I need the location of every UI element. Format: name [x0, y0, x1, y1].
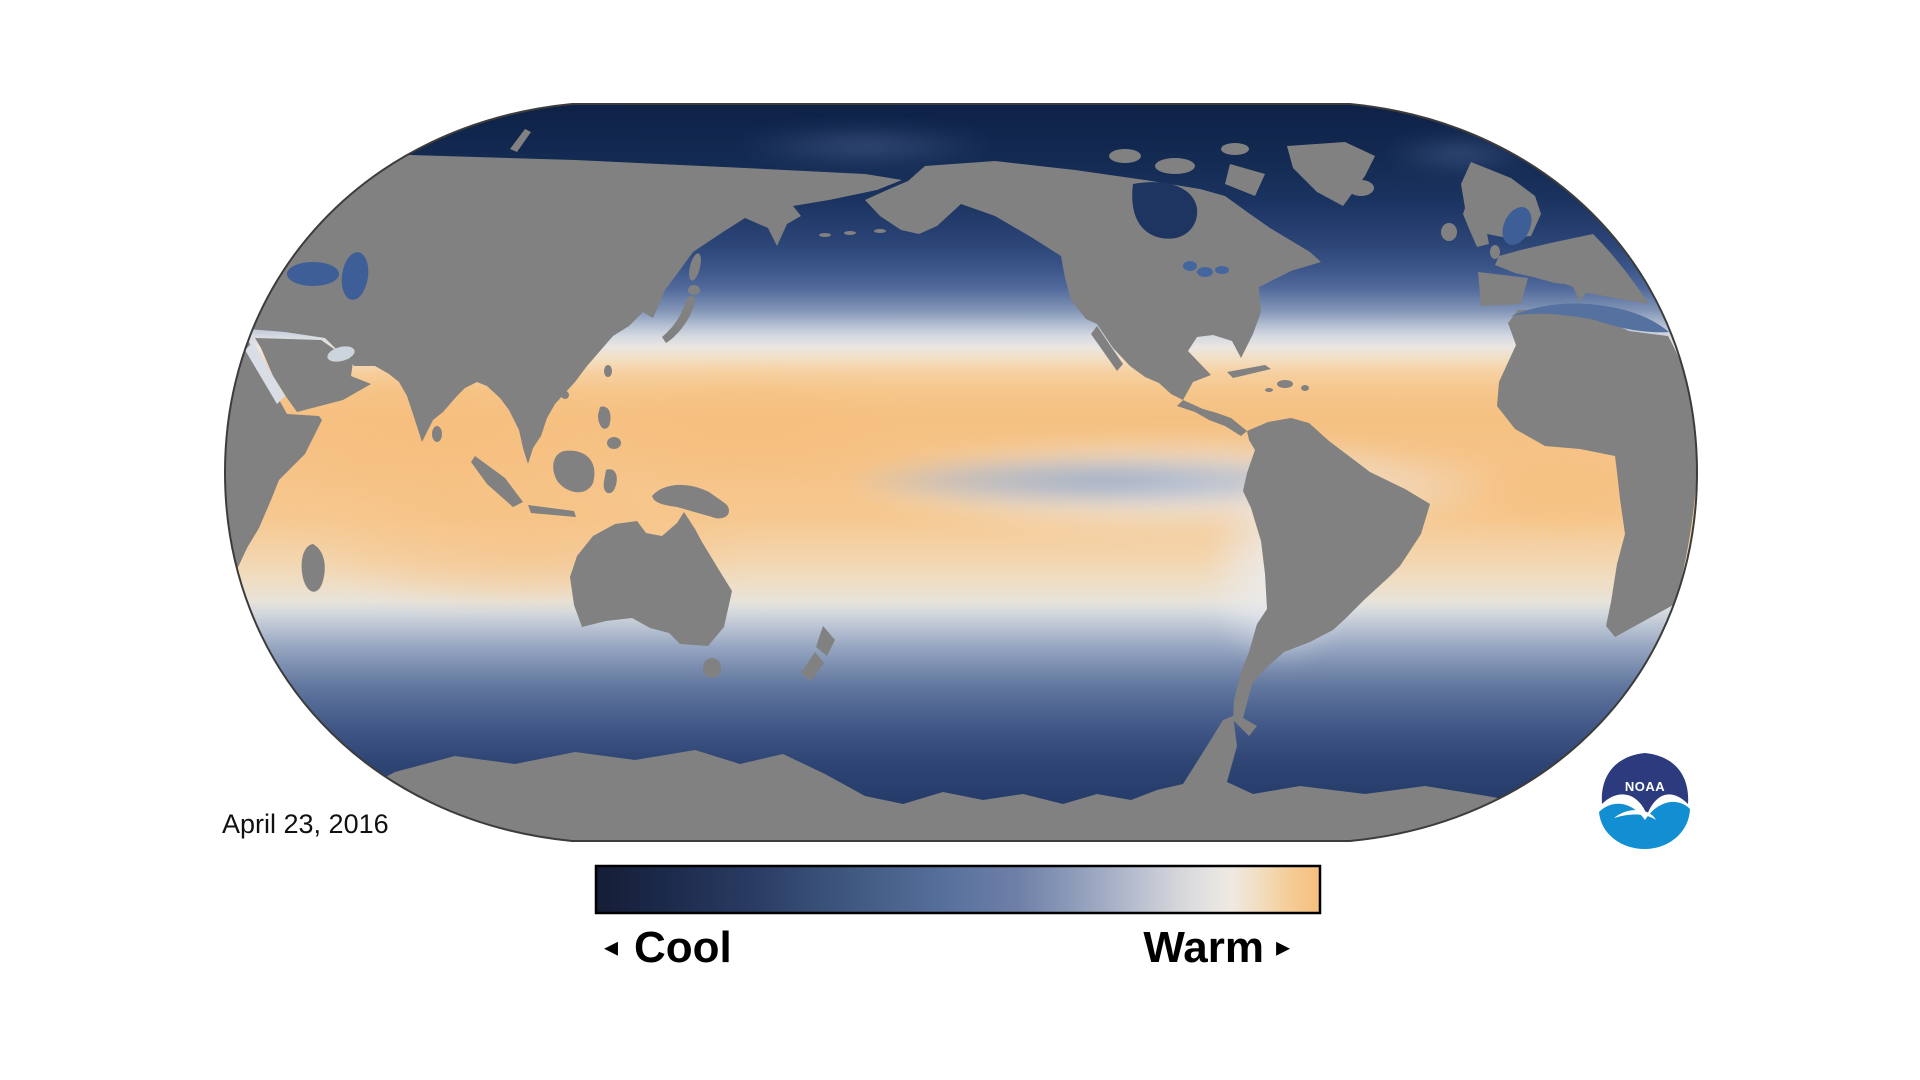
caspian-sea	[341, 252, 369, 300]
landmass-asia	[225, 154, 902, 464]
landmass-europe-mainland	[1495, 234, 1649, 304]
landmass-antarctica	[225, 716, 1697, 841]
great-lake	[1197, 267, 1213, 277]
great-lake	[1183, 261, 1197, 271]
noaa-logo-text: NOAA	[1625, 779, 1665, 794]
landmass-iceland	[1348, 180, 1374, 196]
landmass-japan	[662, 295, 696, 343]
red-sea	[245, 342, 285, 404]
map-outline	[223, 103, 1699, 842]
arctic-island	[1109, 149, 1141, 163]
landmass-jamaica	[1265, 388, 1273, 392]
landmass-ireland	[1441, 223, 1457, 241]
landmass-sri-lanka	[432, 426, 442, 442]
date-label: April 23, 2016	[222, 809, 389, 839]
inland-waters	[245, 182, 1669, 404]
landmass-novaya-zemlya	[510, 129, 531, 152]
landmass-hispaniola	[1277, 380, 1293, 388]
arctic-island	[1155, 158, 1195, 174]
landmass-nz-north	[816, 626, 835, 656]
landmass-hainan	[561, 391, 569, 399]
black-sea	[287, 262, 339, 286]
landmass-sulawesi	[603, 469, 617, 494]
world-map	[223, 103, 1699, 842]
landmass-nz-south	[801, 652, 824, 681]
noaa-logo: NOAA	[1598, 753, 1692, 849]
arctic-island	[1221, 143, 1249, 155]
legend-warm-label: Warm	[1143, 923, 1264, 972]
cool-arrow-icon: ◂	[604, 931, 618, 962]
legend-gradient-bar	[594, 864, 1322, 915]
landmass-madagascar	[301, 544, 325, 592]
landmass-central-america	[1177, 400, 1247, 436]
landmass-mindanao	[607, 437, 621, 449]
landmass-baffin	[1225, 164, 1265, 196]
landmass-sakhalin	[689, 253, 701, 281]
aleutian-island	[844, 231, 856, 235]
landmass-cuba	[1227, 365, 1271, 378]
landmass-sumatra	[471, 456, 523, 507]
noaa-logo-seagull-icon	[1614, 809, 1656, 820]
landmass-svalbard	[1455, 113, 1475, 123]
persian-gulf	[327, 346, 355, 362]
continents	[225, 113, 1697, 841]
landmass-borneo	[553, 450, 595, 493]
landmass-north-america	[865, 161, 1321, 400]
landmass-puerto-rico	[1301, 385, 1309, 391]
landmass-great-britain	[1463, 205, 1489, 247]
baltic-sea	[1502, 207, 1532, 245]
mediterranean-sea	[1511, 303, 1669, 333]
landmass-australia	[570, 512, 732, 646]
landmass-denmark	[1490, 245, 1500, 259]
legend-cool-label: Cool	[634, 923, 732, 972]
landmass-luzon	[598, 406, 611, 429]
landmass-new-guinea	[652, 484, 730, 519]
hudson-bay	[1132, 182, 1198, 239]
noaa-logo-fan	[1601, 753, 1689, 815]
landmass-baja	[1091, 326, 1123, 371]
landmass-iberia	[1478, 272, 1528, 306]
aleutian-island	[819, 233, 831, 237]
aleutian-island	[874, 229, 886, 233]
landmass-south-america	[1233, 418, 1430, 736]
arctic-light-streak	[735, 126, 995, 166]
great-lake	[1215, 266, 1229, 274]
landmass-hokkaido	[688, 285, 700, 295]
warm-arrow-icon: ▸	[1276, 931, 1290, 962]
landmass-africa-north	[1497, 305, 1697, 637]
west-pacific-warm-pool	[575, 379, 915, 489]
landmass-java	[528, 505, 576, 517]
landmass-taiwan	[604, 365, 612, 377]
legend: ◂ Cool Warm ▸	[594, 864, 1322, 972]
landmass-tasmania	[703, 658, 721, 678]
